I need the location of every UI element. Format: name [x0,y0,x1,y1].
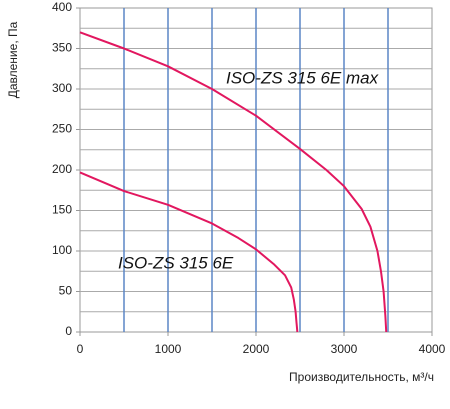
series-label: ISO-ZS 315 6E [118,253,234,272]
y-tick-label: 200 [52,162,72,176]
y-tick-label: 250 [52,122,72,136]
x-axis-label: Производительность, м³/ч [289,370,434,384]
x-tick-label: 3000 [331,342,358,356]
y-tick-label: 400 [52,0,72,14]
x-tick-label: 0 [77,342,84,356]
x-tick-label: 1000 [155,342,182,356]
y-axis-label: Давление, Па [6,21,20,98]
x-tick-label: 2000 [243,342,270,356]
curve [79,31,388,333]
y-tick-label: 50 [59,284,73,298]
y-tick-label: 0 [65,324,72,338]
x-tick-label: 4000 [419,342,446,356]
y-tick-label: 350 [52,41,72,55]
curve [79,171,299,333]
series-label: ISO-ZS 315 6E max [226,68,379,87]
y-tick-label: 150 [52,203,72,217]
y-tick-label: 300 [52,81,72,95]
y-tick-label: 100 [52,243,72,257]
